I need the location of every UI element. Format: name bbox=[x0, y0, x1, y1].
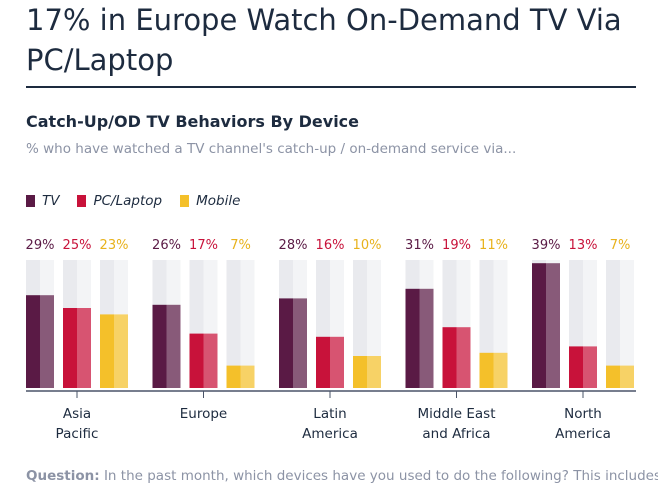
chart-title: 17% in Europe Watch On-Demand TV Via PC/… bbox=[26, 3, 622, 77]
value-label-pc-laptop-middle-east-and-africa: 19% bbox=[442, 238, 471, 253]
category-label-north-america-line2: America bbox=[555, 426, 611, 442]
bar-shade-pc-laptop-latin-america bbox=[330, 336, 344, 388]
bar-track-mobile-north-america bbox=[606, 260, 620, 388]
value-label-tv-middle-east-and-africa: 31% bbox=[405, 238, 434, 253]
bar-tv-europe bbox=[152, 304, 167, 388]
bar-tv-north-america bbox=[532, 263, 546, 388]
bar-shade-mobile-middle-east-and-africa bbox=[493, 352, 508, 388]
bar-track-shade-mobile-europe bbox=[240, 260, 255, 388]
bar-shade-tv-asia-pacific bbox=[40, 295, 54, 388]
bar-shade-mobile-asia-pacific bbox=[114, 314, 128, 388]
category-label-latin-america-line2: America bbox=[302, 426, 358, 442]
bar-pc-laptop-middle-east-and-africa bbox=[442, 327, 457, 388]
bar-shade-mobile-north-america bbox=[620, 365, 634, 388]
bar-tv-latin-america bbox=[279, 298, 293, 388]
bar-shade-tv-latin-america bbox=[293, 298, 307, 388]
category-label-middle-east-and-africa-line2: and Africa bbox=[422, 426, 490, 442]
footnote: Question: In the past month, which devic… bbox=[26, 468, 658, 484]
bar-pc-laptop-latin-america bbox=[316, 336, 330, 388]
legend-label-pc-laptop: PC/Laptop bbox=[93, 193, 163, 209]
chart-description: % who have watched a TV channel's catch-… bbox=[26, 141, 517, 157]
bar-pc-laptop-north-america bbox=[569, 346, 583, 388]
value-label-tv-europe: 26% bbox=[152, 238, 181, 253]
bar-chart: 29% 25% 23% Asia Pacific 26% 17% 7% Europe 28% 16%… bbox=[26, 238, 636, 442]
value-label-pc-laptop-europe: 17% bbox=[189, 238, 218, 253]
value-label-tv-north-america: 39% bbox=[532, 238, 561, 253]
category-label-middle-east-and-africa: Middle East bbox=[417, 406, 495, 422]
value-label-pc-laptop-latin-america: 16% bbox=[316, 238, 345, 253]
value-label-mobile-north-america: 7% bbox=[610, 238, 631, 253]
category-label-latin-america: Latin bbox=[313, 406, 346, 422]
category-label-north-america: North bbox=[564, 406, 602, 422]
bar-shade-tv-middle-east-and-africa bbox=[419, 288, 434, 388]
bar-pc-laptop-asia-pacific bbox=[63, 308, 77, 388]
value-label-mobile-latin-america: 10% bbox=[353, 238, 382, 253]
legend-item-tv: TV bbox=[26, 193, 59, 209]
bar-shade-mobile-latin-america bbox=[367, 356, 381, 388]
bar-mobile-latin-america bbox=[353, 356, 367, 388]
bar-tv-middle-east-and-africa bbox=[405, 288, 420, 388]
value-label-mobile-europe: 7% bbox=[230, 238, 251, 253]
legend: TV PC/Laptop Mobile bbox=[26, 193, 258, 209]
chart-subtitle: Catch-Up/OD TV Behaviors By Device bbox=[26, 112, 360, 131]
bar-pc-laptop-europe bbox=[189, 333, 204, 388]
bar-shade-pc-laptop-europe bbox=[203, 333, 218, 388]
value-label-mobile-asia-pacific: 23% bbox=[100, 238, 129, 253]
bar-shade-mobile-europe bbox=[240, 365, 255, 388]
value-label-pc-laptop-asia-pacific: 25% bbox=[63, 238, 92, 253]
value-label-tv-asia-pacific: 29% bbox=[26, 238, 55, 253]
legend-item-pc-laptop: PC/Laptop bbox=[77, 193, 162, 209]
category-label-asia-pacific-line2: Pacific bbox=[56, 426, 99, 442]
footnote-text: In the past month, which devices have yo… bbox=[103, 468, 658, 484]
title-divider bbox=[26, 86, 636, 88]
bar-mobile-europe bbox=[226, 365, 241, 388]
legend-swatch-tv bbox=[26, 195, 35, 207]
bar-track-mobile-europe bbox=[226, 260, 241, 388]
value-label-tv-latin-america: 28% bbox=[279, 238, 308, 253]
value-label-pc-laptop-north-america: 13% bbox=[569, 238, 598, 253]
legend-swatch-pc-laptop bbox=[77, 195, 87, 207]
bar-shade-pc-laptop-north-america bbox=[583, 346, 597, 388]
bar-tv-asia-pacific bbox=[26, 295, 40, 388]
bar-shade-pc-laptop-middle-east-and-africa bbox=[456, 327, 471, 388]
legend-swatch-mobile bbox=[180, 195, 190, 207]
bar-track-shade-mobile-north-america bbox=[620, 260, 634, 388]
bar-shade-pc-laptop-asia-pacific bbox=[77, 308, 91, 388]
value-label-mobile-middle-east-and-africa: 11% bbox=[479, 238, 508, 253]
legend-label-tv: TV bbox=[42, 193, 60, 209]
bar-shade-tv-europe bbox=[166, 304, 181, 388]
footnote-label: Question: bbox=[26, 468, 100, 484]
category-label-europe: Europe bbox=[180, 406, 227, 422]
bar-shade-tv-north-america bbox=[546, 263, 560, 388]
bar-mobile-middle-east-and-africa bbox=[479, 352, 494, 388]
bar-mobile-asia-pacific bbox=[100, 314, 114, 388]
bar-mobile-north-america bbox=[606, 365, 620, 388]
legend-label-mobile: Mobile bbox=[196, 193, 241, 209]
category-label-asia-pacific: Asia bbox=[63, 406, 91, 422]
legend-item-mobile: Mobile bbox=[180, 193, 240, 209]
